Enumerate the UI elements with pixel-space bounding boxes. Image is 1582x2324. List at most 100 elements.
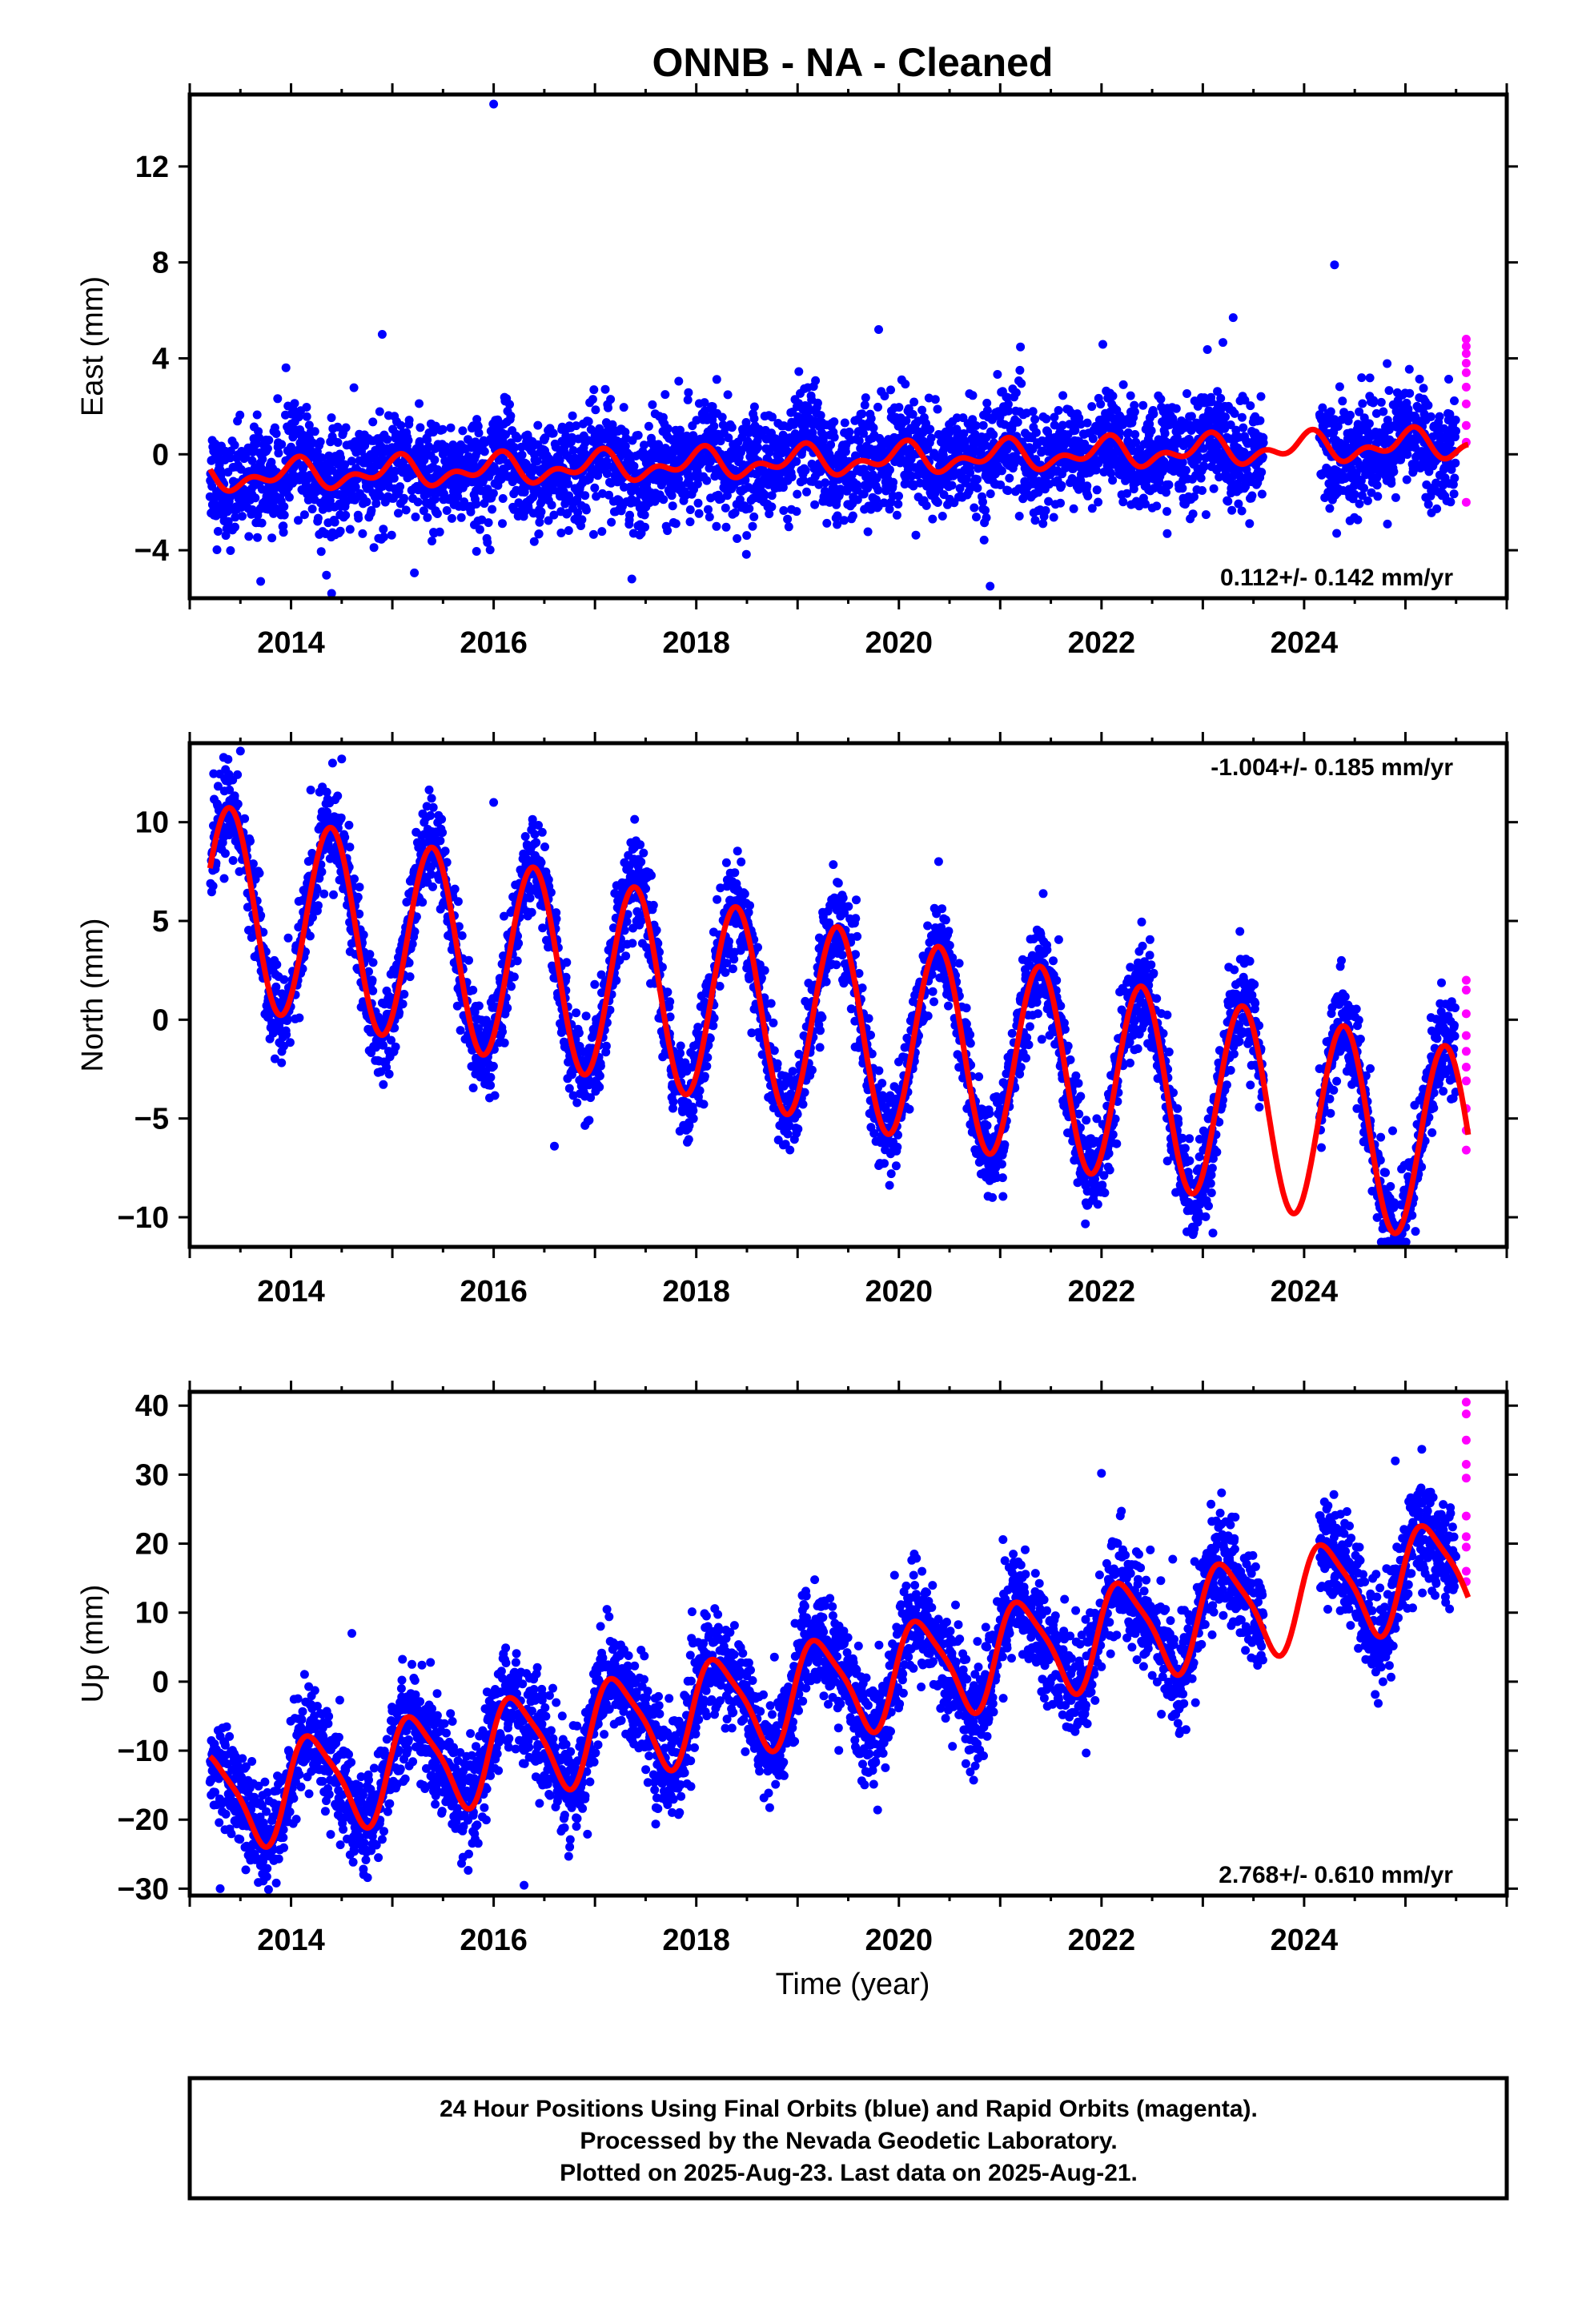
final-orbit-point <box>1423 400 1433 410</box>
final-orbit-point <box>968 391 978 400</box>
final-orbit-point <box>1376 397 1386 407</box>
final-orbit-point <box>231 522 239 532</box>
final-orbit-point <box>1259 438 1268 448</box>
final-orbit-point <box>257 518 267 528</box>
final-orbit-point <box>315 437 325 447</box>
final-orbit-point <box>367 505 376 515</box>
final-orbit-point <box>1372 480 1382 490</box>
final-orbit-point <box>437 814 447 824</box>
final-orbit-point <box>355 883 364 892</box>
final-orbit-point <box>353 892 363 902</box>
final-orbit-point <box>475 525 484 534</box>
final-orbit-point <box>1181 465 1191 475</box>
final-orbit-point <box>447 513 456 523</box>
final-orbit-point <box>577 515 587 525</box>
final-orbit-point <box>1011 388 1021 397</box>
final-orbit-point <box>252 410 262 420</box>
final-orbit-point <box>244 532 254 541</box>
final-orbit-point <box>589 385 599 395</box>
final-orbit-point <box>369 543 379 553</box>
final-orbit-point <box>221 531 231 541</box>
final-orbit-point <box>279 521 288 531</box>
final-orbit-point <box>506 411 516 420</box>
final-orbit-point <box>947 480 957 490</box>
final-orbit-point <box>741 549 751 559</box>
final-orbit-point <box>829 417 839 427</box>
final-orbit-point <box>1118 497 1128 507</box>
final-orbit-point <box>1237 412 1247 422</box>
final-orbit-point <box>1335 382 1344 392</box>
final-orbit-point <box>783 514 793 524</box>
final-orbit-point <box>822 518 832 528</box>
final-orbit-point <box>839 516 849 525</box>
final-orbit-point <box>1326 407 1335 416</box>
final-orbit-point <box>590 483 600 493</box>
final-orbit-point <box>375 407 384 416</box>
final-orbit-point <box>345 525 355 534</box>
final-orbit-point <box>279 528 288 537</box>
final-orbit-point <box>446 423 456 432</box>
final-orbit-point <box>1355 499 1364 509</box>
final-orbit-point <box>1223 497 1233 506</box>
final-orbit-point <box>685 505 695 514</box>
final-orbit-point <box>464 955 473 965</box>
final-orbit-point <box>1013 417 1022 427</box>
final-orbit-point <box>1041 506 1050 515</box>
final-orbit-point <box>1203 345 1212 354</box>
final-orbit-point <box>930 395 940 404</box>
final-orbit-point <box>456 1026 465 1035</box>
final-orbit-point <box>989 430 998 440</box>
rapid-orbit-point <box>1461 349 1471 358</box>
final-orbit-point <box>404 416 414 425</box>
figure-title: ONNB - NA - Cleaned <box>652 40 1054 85</box>
final-orbit-point <box>745 504 754 513</box>
final-orbit-point <box>345 842 355 852</box>
final-orbit-point <box>821 478 830 488</box>
final-orbit-point <box>810 500 820 509</box>
final-orbit-point <box>1450 473 1460 483</box>
final-orbit-point <box>1209 484 1219 493</box>
final-orbit-point <box>383 435 392 444</box>
final-orbit-point <box>274 448 283 458</box>
final-orbit-point <box>1087 402 1097 412</box>
final-orbit-point <box>801 465 810 475</box>
outlier-point <box>1330 260 1339 270</box>
final-orbit-point <box>208 881 218 891</box>
y-tick-label: 4 <box>152 342 169 376</box>
final-orbit-point <box>231 513 240 522</box>
final-orbit-point <box>457 931 467 940</box>
final-orbit-point <box>717 412 727 422</box>
east-rate-label: 0.112+/- 0.142 mm/yr <box>1220 565 1453 591</box>
final-orbit-point <box>1383 519 1392 529</box>
final-orbit-point <box>767 502 777 512</box>
final-orbit-point <box>533 420 543 430</box>
final-orbit-point <box>413 497 423 507</box>
x-tick-label: 2022 <box>1068 626 1136 660</box>
final-orbit-point <box>1138 400 1148 410</box>
final-orbit-point <box>1404 364 1414 374</box>
rapid-orbit-point <box>1461 399 1471 408</box>
final-orbit-point <box>1156 394 1166 404</box>
final-orbit-point <box>389 473 399 483</box>
final-orbit-point <box>909 397 919 407</box>
final-orbit-point <box>281 363 291 372</box>
final-orbit-point <box>1149 409 1158 419</box>
final-orbit-point <box>1130 407 1139 416</box>
final-orbit-point <box>307 505 317 514</box>
final-orbit-point <box>290 399 299 408</box>
final-orbit-point <box>327 758 337 768</box>
final-orbit-point <box>607 517 616 527</box>
final-orbit-point <box>536 507 546 517</box>
final-orbit-point <box>305 931 315 941</box>
final-orbit-point <box>220 849 230 858</box>
rapid-orbit-point <box>1461 359 1471 368</box>
final-orbit-point <box>1338 396 1347 406</box>
final-orbit-point <box>534 529 544 539</box>
final-orbit-point <box>723 390 733 400</box>
final-orbit-point <box>674 376 684 386</box>
final-orbit-point <box>1196 473 1206 483</box>
final-orbit-point <box>505 400 514 409</box>
final-orbit-point <box>753 443 762 452</box>
final-orbit-point <box>430 455 440 464</box>
